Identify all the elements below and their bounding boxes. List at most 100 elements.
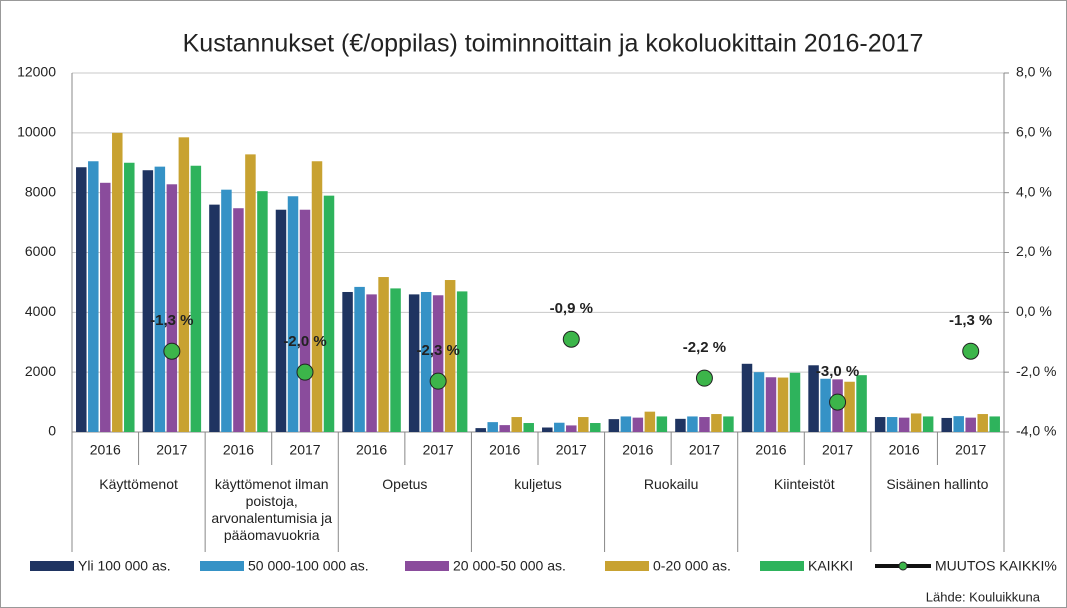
legend-label: 20 000-50 000 as. [453,558,566,574]
x-tick-label: 2016 [489,442,520,458]
y-tick-label: 4000 [25,303,56,319]
y-tick-label: 8000 [25,183,56,199]
y2-tick-label: 6,0 % [1016,124,1052,140]
x-tick-label: 2016 [223,442,254,458]
bar [644,411,656,432]
bar [953,416,964,432]
data-label: -2,0 % [283,333,326,350]
x-tick-label: 2016 [889,442,920,458]
bar [100,182,111,432]
x-tick-label: 2017 [156,442,187,458]
change-marker [695,369,713,387]
bar [620,416,632,432]
source: Lähde: Kouluikkuna [926,589,1041,604]
legend-swatch [200,561,244,571]
bar [142,170,154,432]
bar [221,189,232,432]
legend-swatch [30,561,74,571]
bar [432,295,444,432]
y2-tick-label: 0,0 % [1016,303,1052,319]
bar [753,372,765,432]
change-marker [296,363,314,381]
bar [323,195,335,432]
change-marker [962,342,980,360]
data-label: -1,3 % [150,312,193,329]
bar [190,165,202,432]
x-tick-label: 2017 [689,442,720,458]
bar [456,291,468,432]
group-label: Ruokailu [643,476,699,492]
bar [687,416,698,432]
legend-marker [898,561,908,571]
bar [342,291,353,432]
bar [154,166,166,432]
bar [898,417,910,432]
bar [166,184,178,432]
y-tick-label: 0 [48,423,56,439]
group-label: Opetus [382,476,428,492]
bar [124,162,135,432]
change-marker [163,342,181,360]
chart-title: Kustannukset (€/oppilas) toiminnoittain … [183,30,924,58]
x-tick-label: 2016 [90,442,121,458]
bar [741,363,753,432]
change-marker [562,330,580,348]
bar [820,378,831,432]
bar [844,381,855,432]
bar [209,204,220,432]
group-label: Sisäinen hallinto [886,476,989,492]
legend-label: KAIKKI [808,558,853,574]
bar [656,416,668,432]
group-label: Kiinteistöt [773,476,835,492]
bar [856,375,867,432]
bar [566,425,577,432]
bar [523,423,534,432]
y-tick-label: 12000 [17,64,56,80]
bar [76,167,87,433]
bar [378,277,389,432]
x-tick-label: 2017 [423,442,454,458]
bar [245,154,256,432]
x-tick-label: 2016 [755,442,786,458]
y2-tick-label: -2,0 % [1016,363,1056,379]
legend-label: MUUTOS KAIKKI% [935,558,1057,574]
x-tick-label: 2016 [622,442,653,458]
bar [542,427,553,432]
y-tick-label: 6000 [25,243,56,259]
bar [275,209,287,432]
change-marker [429,372,447,390]
bar [578,417,589,432]
legend-swatch [605,561,649,571]
bar [632,417,644,432]
bar [257,191,268,432]
x-tick-label: 2017 [822,442,853,458]
bar [233,208,244,432]
bar [675,418,686,432]
bar [511,417,522,432]
bar [910,413,922,432]
x-tick-label: 2016 [356,442,387,458]
bar [112,132,123,433]
bar [178,137,190,432]
y2-tick-label: 2,0 % [1016,243,1052,259]
group-label: Käyttömenot [99,476,178,492]
data-label: -2,3 % [416,342,459,359]
bar [711,414,722,432]
bar [408,294,420,432]
y2-tick-label: 8,0 % [1016,64,1052,80]
bar [874,417,886,432]
bar [886,417,898,432]
legend-swatch [405,561,449,571]
legend-label: Yli 100 000 as. [78,558,171,574]
bar [941,417,952,432]
data-label: -2,2 % [683,339,726,356]
bar [354,286,365,432]
y-tick-label: 2000 [25,363,56,379]
y2-tick-label: 4,0 % [1016,183,1052,199]
bar [487,422,498,432]
bar [789,372,801,432]
bar [88,161,99,433]
